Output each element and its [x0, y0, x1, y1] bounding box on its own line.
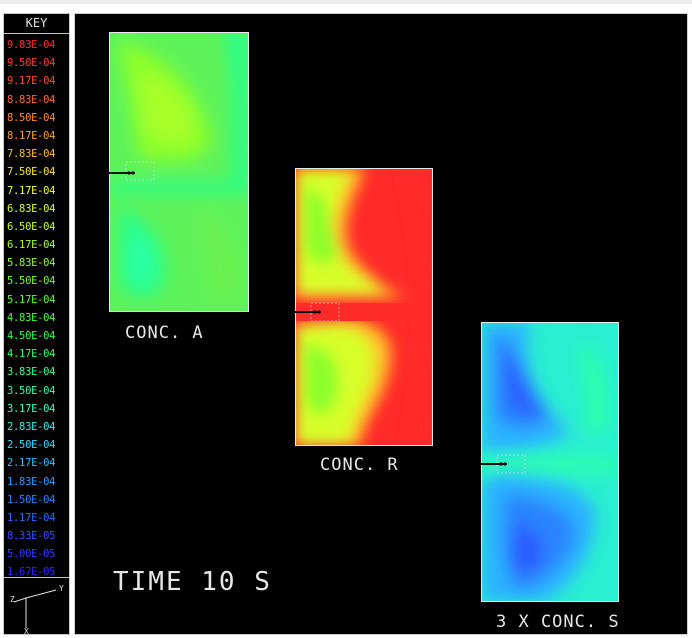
key-entry: 9.17E-04 [7, 75, 56, 88]
key-entry: 7.50E-04 [7, 166, 56, 179]
key-title: KEY [4, 14, 69, 34]
key-entry: 4.17E-04 [7, 348, 56, 361]
key-entry: 7.83E-04 [7, 148, 56, 161]
key-entry: 5.83E-04 [7, 257, 56, 270]
key-entry: 9.50E-04 [7, 57, 56, 70]
plot-label-conc-r: CONC. R [320, 455, 399, 475]
key-entry: 4.50E-04 [7, 330, 56, 342]
key-entry: 1.83E-04 [7, 475, 56, 488]
key-entry: 4.83E-04 [7, 311, 56, 324]
key-entry: 9.83E-04 [7, 39, 56, 51]
key-entry: 5.50E-04 [7, 275, 56, 288]
axis-y-label: Y [59, 584, 64, 593]
key-entry: 2.50E-04 [7, 439, 56, 452]
key-entry: 6.50E-04 [7, 220, 56, 233]
plot-label-conc-s: 3 X CONC. S [496, 612, 620, 632]
key-entry: 3.17E-04 [7, 402, 56, 415]
key-entry: 5.17E-04 [7, 293, 56, 306]
key-entry: 1.67E-05 [7, 566, 56, 579]
key-list: 9.83E-04 9.50E-04 9.17E-04 8.83E-04 8.50E-04… [7, 36, 55, 582]
key-entry: 8.33E-05 [7, 530, 56, 543]
axis-x-label: X [24, 627, 29, 635]
key-entry: 5.00E-05 [7, 548, 56, 561]
contour-plot-conc-s [481, 322, 619, 602]
axis-z-label: Z [10, 595, 15, 604]
key-entry: 1.17E-04 [7, 511, 56, 524]
axes-icon: Y Z X [10, 584, 64, 635]
time-label: TIME 10 S [113, 567, 272, 597]
key-entry: 8.17E-04 [7, 129, 56, 142]
key-entry: 6.83E-04 [7, 202, 56, 215]
axes-triad: Y Z X [4, 577, 69, 635]
key-entry: 8.83E-04 [7, 93, 56, 106]
key-entry: 2.83E-04 [7, 420, 56, 433]
key-entry: 2.17E-04 [7, 457, 56, 470]
key-entry: 3.50E-04 [7, 384, 56, 397]
plot-label-conc-a: CONC. A [125, 323, 204, 343]
key-entry: 7.17E-04 [7, 184, 56, 197]
color-key-panel: KEY 9.83E-04 9.50E-04 9.17E-04 8.83E-04 8.50… [3, 13, 70, 635]
key-entry: 3.83E-04 [7, 366, 56, 379]
graphics-viewport[interactable]: CONC. A CONC. R [74, 13, 688, 635]
contour-plot-conc-a [109, 32, 249, 312]
contour-plot-conc-r [295, 168, 433, 446]
key-entry: 8.50E-04 [7, 111, 56, 124]
key-entry: 1.50E-04 [7, 493, 56, 506]
window-top-strip [0, 0, 692, 4]
key-entry: 6.17E-04 [7, 239, 56, 252]
